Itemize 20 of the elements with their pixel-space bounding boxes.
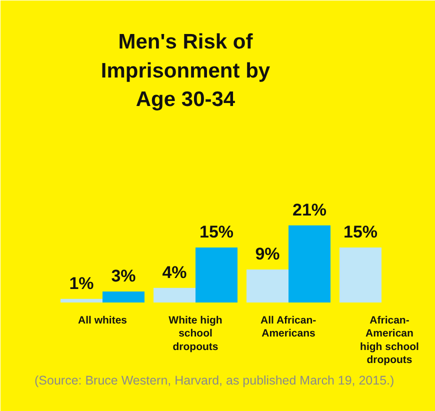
data-label: 9% <box>255 244 280 264</box>
bar <box>60 298 102 302</box>
x-tick-label: All African- Americans <box>260 314 317 340</box>
bar <box>340 247 382 302</box>
data-label: 4% <box>162 262 187 282</box>
text: (Source: Bruce Western, Harvard, as published March 19, 2015.) <box>34 374 394 388</box>
bar <box>246 269 288 302</box>
x-tick-label: White high school dropouts <box>168 314 222 353</box>
bar <box>288 225 330 302</box>
x-tick-label: All whites <box>78 314 128 326</box>
x-tick-label: African- American high school dropouts <box>360 314 420 366</box>
bar <box>196 247 238 302</box>
bar <box>154 288 196 302</box>
data-label: 1% <box>69 274 94 293</box>
chart-title: Men's Risk of Imprisonment by Age 30-34 <box>100 30 270 111</box>
bar <box>102 291 144 302</box>
data-label: 3% <box>111 266 136 286</box>
data-label: 15% <box>199 222 234 242</box>
data-label: 15% <box>343 222 378 242</box>
data-label: 21% <box>292 200 327 220</box>
